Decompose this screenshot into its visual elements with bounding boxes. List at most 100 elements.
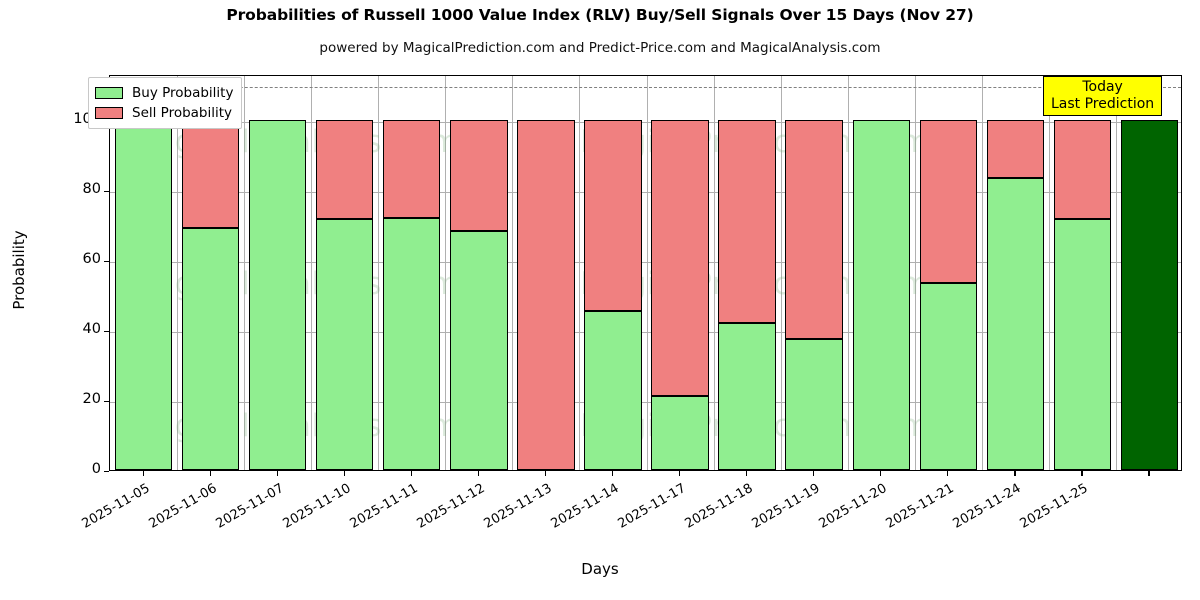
x-axis-tick-mark [1014,471,1016,476]
x-axis-tick-mark [276,471,278,476]
today-annotation: Today Last Prediction [1043,76,1163,117]
bar-segment-buy[interactable] [584,310,642,470]
gridline-horizontal [110,261,1181,263]
bar-segment-sell[interactable] [986,119,1044,179]
x-axis-label: Days [581,560,619,578]
gridline-horizontal [110,401,1181,403]
bar-segment-sell[interactable] [1053,119,1112,220]
bar-group[interactable] [919,76,977,470]
legend-label-sell: Sell Probability [132,105,233,121]
bar-segment-buy[interactable] [1053,219,1112,470]
bar-segment-buy[interactable] [450,230,508,470]
bar-group[interactable] [986,76,1044,470]
bar-segment-sell[interactable] [584,119,642,311]
bar-segment-sell[interactable] [316,119,374,220]
chart-subtitle: powered by MagicalPrediction.com and Pre… [319,40,881,56]
bar-group[interactable] [316,76,374,470]
bar-group[interactable] [1053,76,1112,470]
x-axis-tick-mark [343,471,345,476]
x-axis-tick-mark [746,471,748,476]
y-axis-tick-mark [104,330,109,332]
bar-segment-sell[interactable] [450,119,508,231]
x-axis-tick-mark [209,471,211,476]
bar-group[interactable] [450,76,508,470]
x-axis-tick-mark [544,471,547,476]
today-annotation-line2: Last Prediction [1051,95,1155,112]
gridlines [110,76,1181,470]
bar-segment-sell[interactable] [785,119,843,339]
bar-group[interactable] [383,76,441,470]
bar-segment-buy[interactable] [852,119,910,470]
bar-group[interactable] [785,76,843,470]
x-axis-tick-mark [880,471,882,476]
bar-group[interactable] [248,76,307,470]
gridline-vertical [445,76,446,470]
bars-layer [110,76,1181,470]
gridline-horizontal [110,121,1181,123]
x-axis-tick-mark [679,471,681,476]
x-axis-tick-mark [1081,471,1083,476]
bar-segment-buy[interactable] [383,218,441,470]
reference-line [110,86,1181,88]
bar-segment-today[interactable] [1120,119,1179,470]
gridline-vertical [1116,76,1117,470]
bar-group[interactable] [517,76,575,470]
bar-group[interactable] [584,76,642,470]
bar-segment-sell[interactable] [517,119,575,470]
gridline-vertical [378,76,379,470]
gridline-vertical [244,76,245,470]
bar-segment-sell[interactable] [181,119,240,229]
today-annotation-line1: Today [1082,79,1123,95]
gridline-vertical [177,76,178,470]
plot-area: MagicalAnalysis.comMagicaPrediction.comM… [109,75,1182,471]
bar-segment-buy[interactable] [651,396,709,470]
bar-group[interactable] [852,76,910,470]
gridline-vertical [781,76,782,470]
gridline-vertical [714,76,715,470]
legend-item-buy: Buy Probability [95,83,233,103]
legend-item-sell: Sell Probability [95,103,233,123]
bar-group[interactable] [181,76,240,470]
bar-group[interactable] [651,76,709,470]
gridline-vertical [1049,76,1050,470]
x-axis-tick-mark [142,471,144,476]
bar-segment-buy[interactable] [986,178,1044,470]
y-axis-tick-label: 80 [82,180,101,197]
bar-segment-buy[interactable] [181,228,240,470]
chart-title: Probabilities of Russell 1000 Value Inde… [226,6,974,24]
chart-legend: Buy Probability Sell Probability [88,77,243,129]
bar-group[interactable] [114,76,173,470]
gridline-horizontal [110,331,1181,333]
bar-segment-sell[interactable] [718,119,776,323]
legend-label-buy: Buy Probability [132,85,234,101]
bar-segment-buy[interactable] [248,119,307,470]
gridline-vertical [982,76,983,470]
bar-segment-sell[interactable] [383,119,441,219]
bar-segment-sell[interactable] [919,119,977,283]
x-axis-tick-mark [410,471,412,476]
bar-segment-buy[interactable] [718,322,776,470]
y-axis-tick-mark [104,260,109,262]
y-axis-tick-label: 20 [82,390,101,407]
bar-segment-buy[interactable] [919,282,977,470]
y-axis-tick-mark [104,190,109,192]
bar-segment-buy[interactable] [316,219,374,470]
gridline-vertical [915,76,916,470]
y-axis-tick-label: 0 [91,461,101,477]
gridline-vertical [647,76,648,470]
bar-segment-buy[interactable] [785,338,843,470]
bar-group[interactable] [718,76,776,470]
x-axis-tick-mark [813,471,815,476]
x-axis-tick-mark [1148,471,1150,476]
reference-line-layer [110,76,1181,470]
x-axis-tick-mark [611,471,614,476]
y-axis-tick-mark [104,471,109,473]
y-axis-tick-mark [104,400,109,403]
x-axis-tick-mark [947,471,949,476]
gridline-vertical [848,76,849,470]
y-axis-label: Probability [10,230,28,310]
bar-segment-sell[interactable] [651,119,709,397]
bar-group[interactable] [1120,76,1179,470]
bar-segment-buy[interactable] [114,119,173,470]
